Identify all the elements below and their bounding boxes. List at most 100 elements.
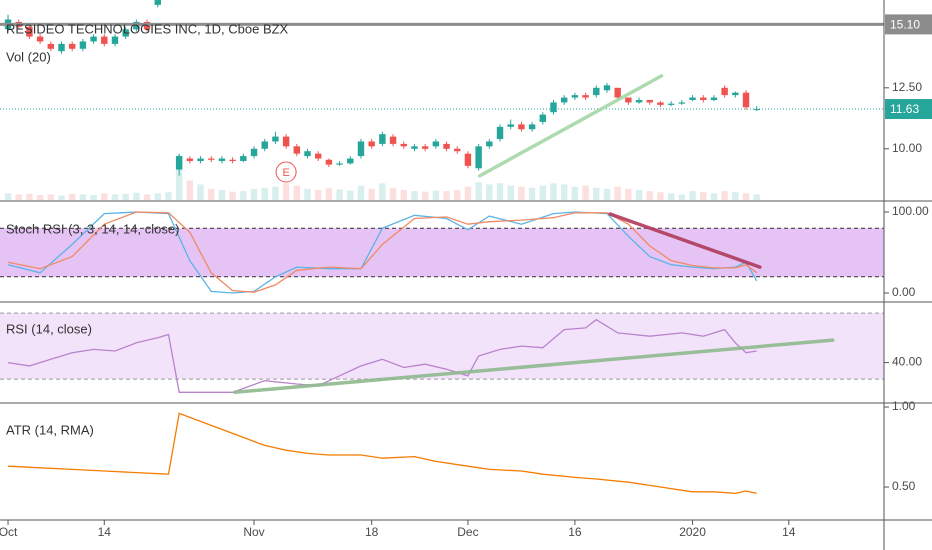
candle-body [443, 143, 450, 149]
volume-bar [325, 187, 333, 200]
candle-body [58, 43, 65, 52]
candle-body [79, 41, 87, 49]
volume-bar [614, 186, 621, 200]
candle-body [347, 158, 354, 164]
x-tick-label: 2020 [679, 525, 706, 539]
candle-body [240, 156, 247, 161]
volume-bar [667, 193, 675, 200]
volume-bar [550, 183, 557, 200]
y-tick-label: 10.00 [892, 141, 922, 155]
volume-bar [122, 193, 129, 200]
volume-bar [400, 190, 407, 200]
candle-body [111, 36, 119, 44]
volume-bar [464, 186, 472, 200]
pane [0, 312, 884, 395]
volume-bar [443, 191, 450, 200]
volume-bar [314, 190, 322, 200]
candle-body [272, 136, 279, 142]
candle-body [261, 141, 268, 149]
volume-bar [389, 187, 397, 200]
candle-body [582, 95, 589, 98]
x-tick-label: 14 [782, 525, 796, 539]
volume-bar [454, 190, 461, 200]
volume-bar [486, 184, 493, 200]
volume-bar [261, 187, 268, 200]
candle-body [250, 148, 258, 157]
volume-bar [603, 188, 611, 200]
candle-body [229, 159, 236, 161]
candle-body [197, 158, 204, 161]
volume-bar [336, 189, 343, 200]
series-line [7, 412, 757, 495]
candle-body [710, 97, 718, 100]
volume-label: Vol (20) [6, 49, 51, 64]
volume-bar [47, 194, 55, 200]
volume-bar [593, 187, 600, 200]
volume-bar [625, 188, 632, 200]
volume-bar [208, 188, 215, 200]
series-line [7, 211, 758, 293]
volume-bar [229, 191, 236, 200]
x-tick-label: Dec [457, 525, 478, 539]
volume-bar [218, 190, 226, 200]
candle-body [68, 43, 76, 49]
candle-body [700, 97, 707, 100]
candle-body [507, 124, 514, 127]
volume-bar [68, 193, 76, 200]
volume-bar [379, 183, 386, 200]
candle-body [411, 146, 418, 149]
x-tick-label: Oct [0, 525, 18, 539]
candle-body [368, 141, 375, 147]
volume-bar [197, 184, 204, 200]
volume-bar [250, 188, 258, 200]
volume-bar [560, 184, 568, 200]
volume-bar [507, 185, 514, 200]
candle-body [122, 29, 129, 37]
candle-body [208, 158, 215, 160]
pane: E [0, 0, 884, 200]
volume-bar [411, 191, 418, 200]
volume-bar [646, 191, 653, 200]
candle-body [90, 36, 97, 42]
candle-body [571, 95, 579, 98]
candle-body [625, 97, 632, 103]
candle-body [47, 43, 55, 49]
volume-bar [293, 185, 301, 200]
volume-bar [272, 186, 279, 200]
volume-bar [4, 193, 12, 200]
y-tick-label: 0.00 [892, 285, 916, 299]
price-label: 11.63 [890, 102, 919, 116]
volume-bar [175, 155, 183, 200]
candle-body [304, 151, 311, 157]
price-label: 15.10 [890, 18, 920, 32]
candle-body [475, 146, 482, 169]
candle-body [325, 159, 333, 165]
volume-bar [571, 186, 579, 200]
volume-bar [475, 182, 482, 200]
y-tick-label: 1.00 [892, 399, 916, 413]
candle-body [101, 36, 108, 44]
candle-body [336, 163, 343, 165]
candle-body [635, 100, 643, 103]
candle-body [186, 158, 194, 161]
volume-bar [742, 193, 750, 200]
pane-title: RSI (14, close) [6, 321, 92, 336]
volume-bar [700, 192, 707, 200]
x-tick-label: Nov [243, 525, 264, 539]
pane-title: ATR (14, RMA) [6, 422, 94, 437]
candle-body [496, 126, 504, 140]
candle-body [518, 124, 525, 130]
volume-bar [710, 193, 718, 200]
pane-title: Stoch RSI (3, 3, 14, 14, close) [6, 221, 179, 236]
volume-bar [282, 183, 290, 200]
candle-body [282, 136, 290, 147]
x-tick-label: 14 [98, 525, 112, 539]
event-marker [275, 161, 297, 183]
volume-bar [678, 194, 686, 200]
event-label: E [282, 167, 289, 179]
trend-line [233, 338, 835, 395]
candle-body [357, 141, 365, 157]
volume-bar [26, 193, 33, 200]
x-tick-label: 18 [365, 525, 379, 539]
